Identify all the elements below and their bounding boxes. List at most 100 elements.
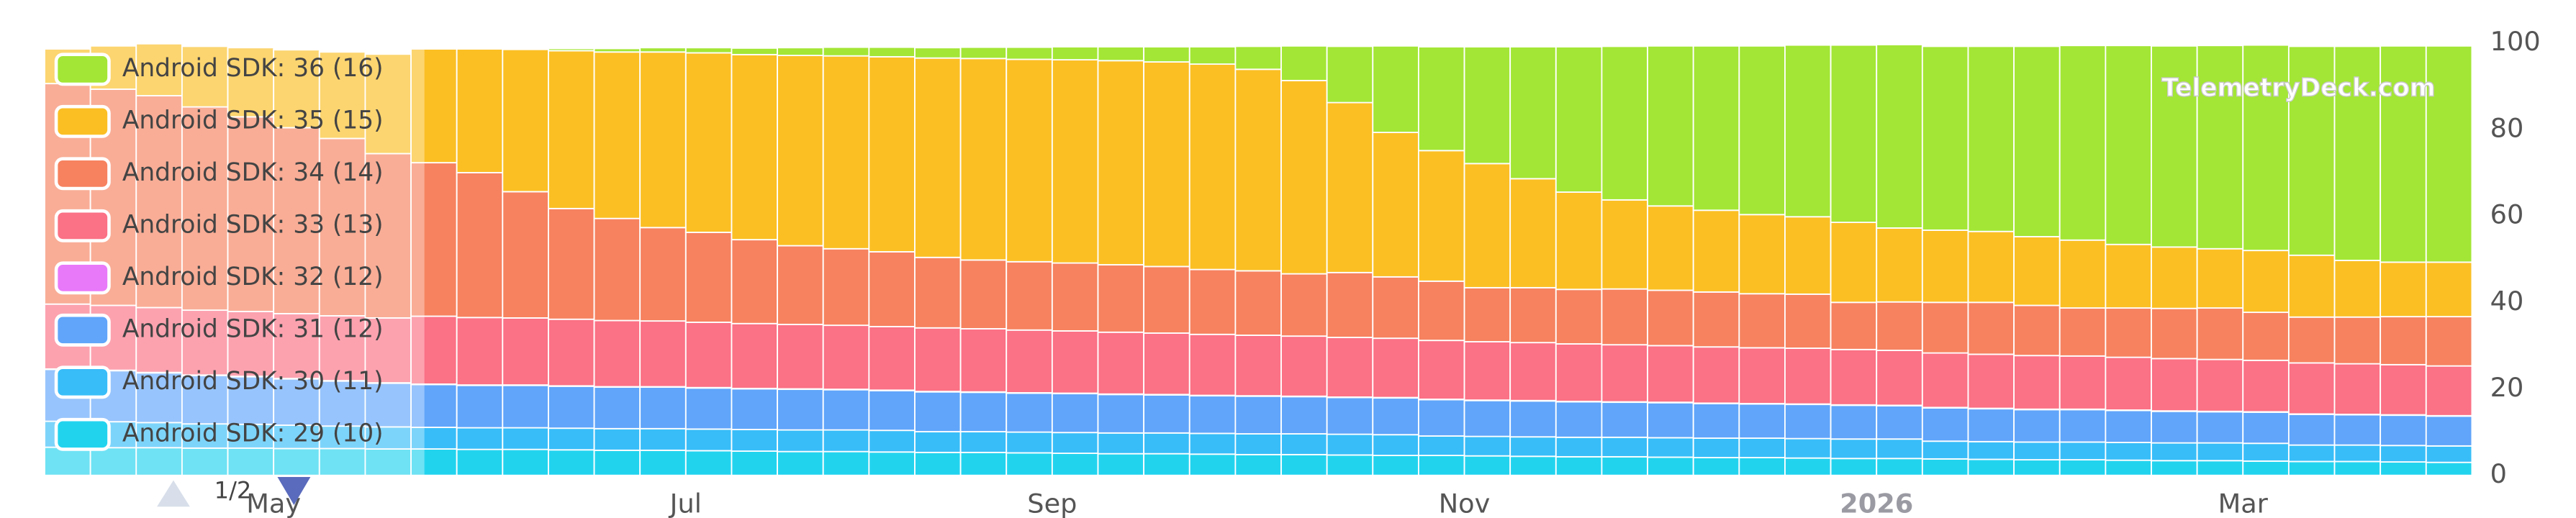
bar-segment <box>181 45 229 108</box>
bar-segment <box>1417 455 1465 476</box>
bar-segment <box>1143 432 1190 455</box>
legend-swatch <box>54 209 111 242</box>
bar-segment <box>1830 404 1878 440</box>
bar-segment <box>1188 453 1237 476</box>
bar-segment <box>1372 45 1419 133</box>
bar-segment <box>2013 236 2061 306</box>
legend-label[interactable]: Android SDK: 29 (10) <box>122 419 384 447</box>
bar-segment <box>2333 260 2382 318</box>
legend-next-page[interactable] <box>277 477 311 506</box>
bar-segment <box>1005 452 1053 476</box>
bar-segment <box>2242 359 2290 413</box>
bar-segment <box>1326 337 1374 398</box>
bar-segment <box>1143 61 1190 268</box>
bar-segment <box>410 48 458 164</box>
bar-segment <box>1784 347 1832 405</box>
bar-segment <box>548 318 595 387</box>
bar-segment <box>456 172 504 319</box>
bar-segment <box>2105 356 2152 411</box>
x-tick-label: Mar <box>2218 489 2269 518</box>
bar-segment <box>1830 44 1878 224</box>
bar-segment <box>1372 455 1419 476</box>
bar-segment <box>731 322 779 389</box>
bar-segment <box>2242 312 2290 361</box>
bar-segment <box>959 328 1008 393</box>
legend-prev-page[interactable] <box>156 480 190 507</box>
bar-segment <box>914 391 962 432</box>
bar-segment <box>1097 60 1145 265</box>
legend-label[interactable]: Android SDK: 31 (12) <box>122 314 384 343</box>
bar-segment <box>1555 401 1603 438</box>
bar-segment <box>1097 264 1145 333</box>
bar-segment <box>2058 459 2107 476</box>
bar-segment <box>1372 397 1419 436</box>
bar-segment <box>1463 286 1511 342</box>
bar-segment <box>1463 341 1511 401</box>
bar-segment <box>1876 405 1923 440</box>
legend-label[interactable]: Android SDK: 30 (11) <box>122 367 384 396</box>
bar-segment <box>2058 239 2107 309</box>
bar-segment <box>1097 394 1145 434</box>
bar-segment <box>502 191 549 319</box>
bar-segment <box>1601 344 1648 403</box>
legend-label[interactable]: Android SDK: 34 (14) <box>122 158 384 187</box>
legend-label[interactable]: Android SDK: 32 (12) <box>122 263 384 291</box>
bar-segment <box>959 58 1008 261</box>
bar-segment <box>2196 247 2244 309</box>
bar-segment <box>2425 316 2473 367</box>
bar-segment <box>1876 438 1923 460</box>
bar-segment <box>364 153 412 319</box>
bar-segment <box>731 429 779 452</box>
bar-segment <box>1692 457 1740 476</box>
bar-segment <box>1234 433 1282 455</box>
bar-segment <box>410 427 458 450</box>
bar-segment <box>2105 307 2152 358</box>
bar-segment <box>1417 399 1465 437</box>
bar-segment <box>502 448 549 476</box>
bar-segment <box>2287 460 2336 476</box>
bar-segment <box>868 46 916 58</box>
bar-segment <box>1876 227 1923 303</box>
y-tick-label: 40 <box>2490 286 2524 317</box>
bar-segment <box>44 446 91 476</box>
bar-segment <box>1692 45 1740 212</box>
bar-segment <box>2242 460 2290 476</box>
bar-segment <box>135 372 183 424</box>
bar-segment <box>2287 362 2336 415</box>
bar-segment <box>1234 395 1282 435</box>
x-tick-label: Jul <box>669 489 702 518</box>
bar-segment <box>868 326 916 391</box>
legend-label[interactable]: Android SDK: 36 (16) <box>122 54 384 83</box>
bar-segment <box>1234 270 1282 336</box>
y-tick-label: 80 <box>2490 112 2524 143</box>
bar-segment <box>2196 307 2244 360</box>
bar-segment <box>2151 45 2198 248</box>
bar-segment <box>1326 454 1374 476</box>
bar-segment <box>731 47 779 55</box>
bar-segment <box>2013 304 2061 357</box>
bar-segment <box>1647 401 1694 439</box>
bar-segment <box>1280 433 1328 455</box>
bar-segment <box>868 251 916 327</box>
legend-label[interactable]: Android SDK: 35 (15) <box>122 106 384 135</box>
legend-swatch <box>54 261 111 295</box>
bar-segment <box>1372 337 1419 399</box>
bar-segment <box>1326 396 1374 435</box>
bar-segment <box>2058 409 2107 443</box>
bar-segment <box>1647 437 1694 458</box>
legend-label[interactable]: Android SDK: 33 (13) <box>122 210 384 239</box>
bar-segment <box>1509 436 1557 458</box>
bar-segment <box>1326 45 1374 104</box>
bar-segment <box>273 127 320 314</box>
bar-segment <box>1280 335 1328 397</box>
bar-segment <box>1509 455 1557 476</box>
bar-segment <box>135 306 183 373</box>
bar-segment <box>1784 216 1832 295</box>
bar-segment <box>2151 460 2198 476</box>
bar-segment <box>1005 392 1053 433</box>
bar-segment <box>548 50 595 209</box>
bar-segment <box>1967 408 2015 442</box>
bar-segment <box>502 48 549 193</box>
x-tick-label: Nov <box>1439 489 1491 518</box>
bar-segment <box>1509 400 1557 438</box>
